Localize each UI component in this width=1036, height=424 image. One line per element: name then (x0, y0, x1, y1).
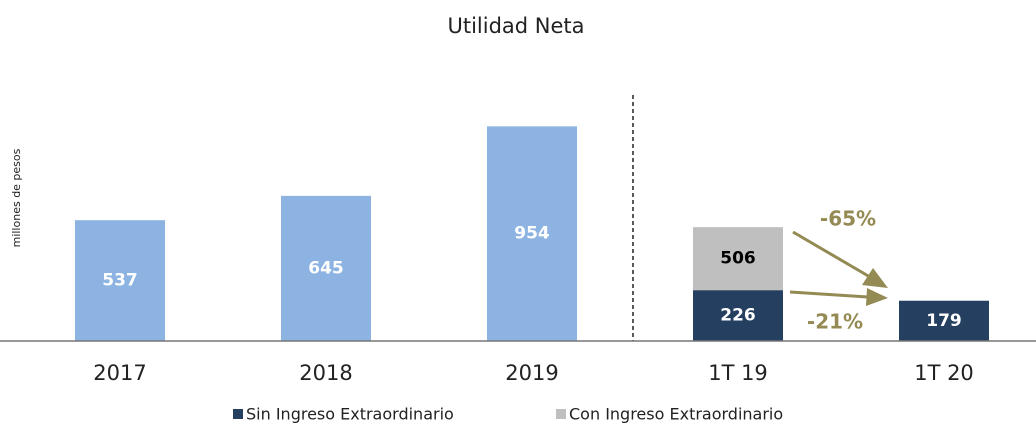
bar (75, 220, 165, 341)
data-label: 645 (308, 258, 344, 278)
data-label: 226 (720, 306, 756, 326)
y-axis-label: millones de pesos (10, 148, 23, 247)
x-tick-label: 2019 (505, 361, 558, 385)
bar-segment (899, 300, 989, 341)
x-tick-label: 1T 20 (914, 361, 974, 385)
x-tick-label: 2018 (299, 361, 352, 385)
data-label: 179 (926, 311, 962, 331)
bar (281, 195, 371, 341)
x-tick-label: 1T 19 (708, 361, 768, 385)
data-label: 954 (514, 224, 550, 244)
annotation: -21% (807, 310, 863, 334)
total-label: 506 (720, 249, 756, 269)
legend-label: Con Ingreso Extraordinario (569, 405, 783, 424)
arrow-head (866, 288, 888, 306)
chart-title: Utilidad Neta (447, 14, 584, 38)
x-tick-label: 2017 (93, 361, 146, 385)
bar-segment (693, 227, 783, 291)
arrow-head (862, 268, 888, 288)
arrow-line (792, 230, 871, 279)
data-label: 537 (102, 271, 138, 291)
arrow-line (789, 290, 869, 299)
legend-swatch (556, 409, 566, 419)
arrows (789, 230, 888, 306)
legend-label: Sin Ingreso Extraordinario (246, 405, 454, 424)
bar (487, 126, 577, 341)
bar-segment (693, 290, 783, 341)
legend-swatch (233, 409, 243, 419)
annotation: -65% (820, 207, 876, 231)
